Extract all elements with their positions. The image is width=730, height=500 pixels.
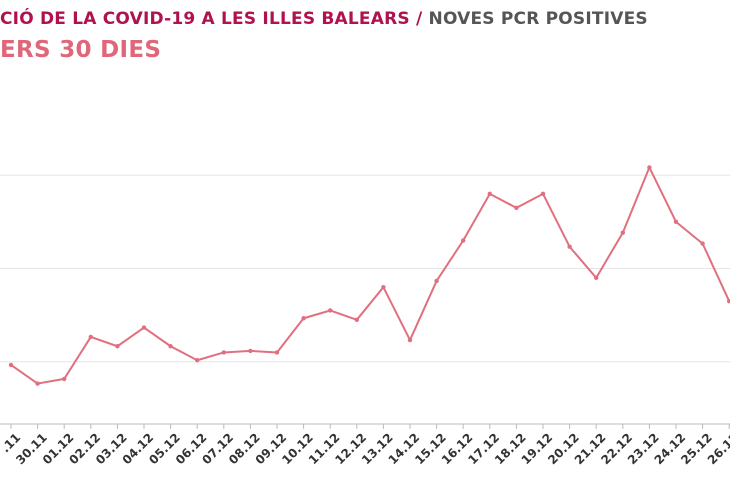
grid-lines	[0, 174, 730, 363]
data-point[interactable]	[381, 284, 386, 290]
data-point[interactable]	[567, 244, 572, 249]
data-point[interactable]	[248, 348, 253, 354]
data-point[interactable]	[407, 337, 413, 343]
data-point[interactable]	[540, 191, 546, 197]
data-point[interactable]	[35, 381, 40, 386]
data-point[interactable]	[168, 344, 173, 349]
chart-title-sub: NOVES PCR POSITIVES	[428, 9, 648, 29]
data-point[interactable]	[61, 376, 67, 382]
data-point[interactable]	[487, 191, 492, 197]
data-point[interactable]	[461, 238, 466, 243]
data-point[interactable]	[594, 275, 599, 281]
data-point[interactable]	[434, 278, 439, 284]
x-tick-labels: .1130.1101.1202.1203.1204.1205.1206.1207…	[0, 430, 730, 467]
chart-title-separator: /	[415, 9, 423, 29]
chart-title: CIÓ DE LA COVID-19 A LES ILLES BALEARS /…	[0, 9, 648, 29]
data-point[interactable]	[673, 219, 679, 225]
data-point[interactable]	[514, 205, 519, 211]
series-line	[10, 166, 730, 385]
data-point[interactable]	[115, 344, 120, 349]
data-point[interactable]	[221, 350, 226, 355]
chart-title-main: CIÓ DE LA COVID-19 A LES ILLES BALEARS	[0, 9, 410, 29]
series-points	[8, 165, 730, 386]
data-point[interactable]	[274, 350, 280, 355]
data-point[interactable]	[328, 308, 333, 313]
data-point[interactable]	[647, 165, 652, 170]
data-point[interactable]	[141, 325, 147, 330]
data-point[interactable]	[354, 317, 359, 323]
data-point[interactable]	[88, 334, 94, 340]
data-point[interactable]	[301, 316, 306, 321]
data-point[interactable]	[195, 358, 200, 363]
chart-subtitle: ERS 30 DIES	[0, 37, 162, 63]
series-line-layer	[10, 166, 730, 385]
data-point[interactable]	[620, 230, 625, 235]
data-point[interactable]	[700, 241, 705, 246]
data-point[interactable]	[727, 298, 730, 304]
x-axis	[0, 423, 730, 429]
data-point[interactable]	[8, 362, 14, 368]
